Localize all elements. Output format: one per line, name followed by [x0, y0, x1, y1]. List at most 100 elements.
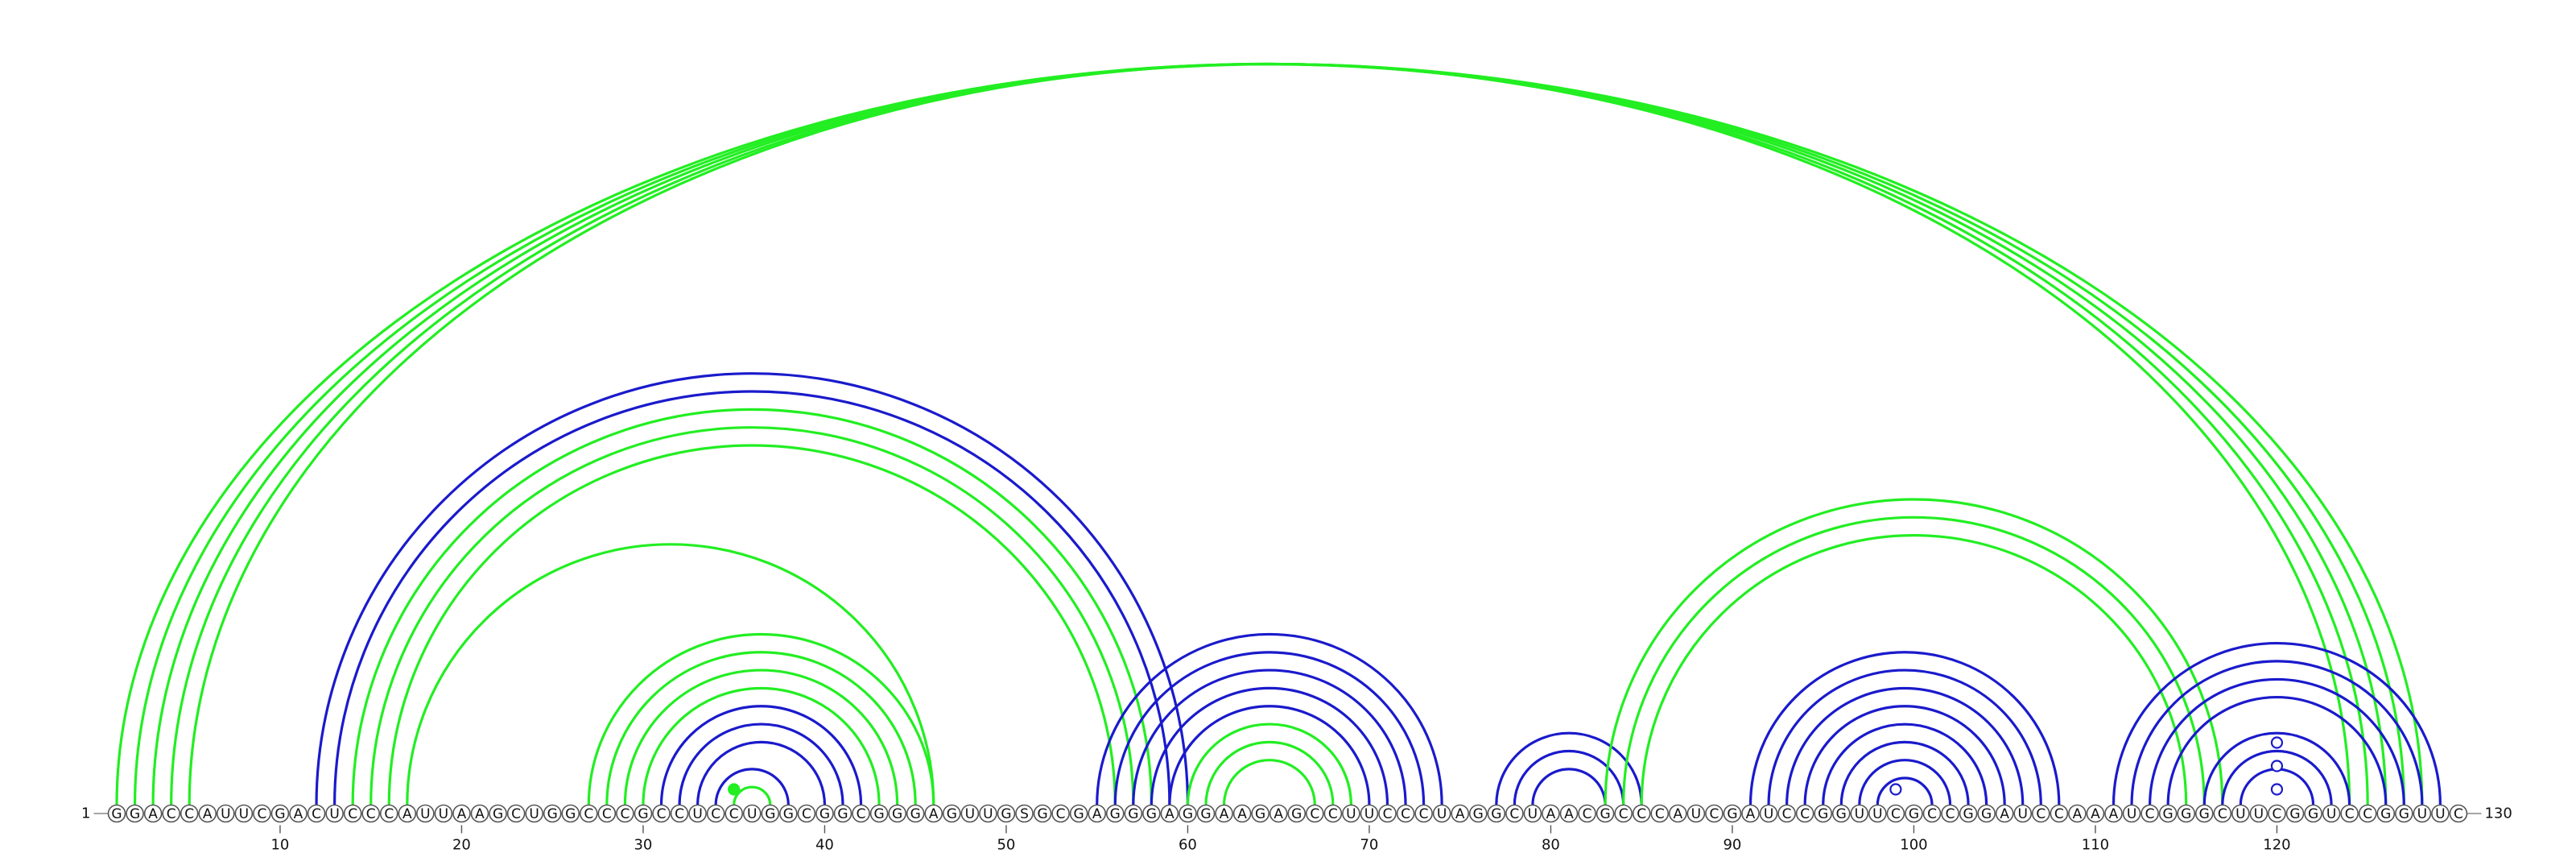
- svg-text:G: G: [2399, 806, 2409, 822]
- svg-text:A: A: [1564, 806, 1574, 822]
- nucleotide-1: G: [107, 804, 126, 823]
- arc-96-103: [1839, 740, 1970, 805]
- svg-text:A: A: [1746, 806, 1756, 822]
- svg-text:C: C: [620, 806, 630, 822]
- arc-29-44: [623, 669, 899, 805]
- arc-91-108: [1748, 651, 2061, 805]
- svg-text:C: C: [257, 806, 266, 822]
- tick-label-80: 80: [1542, 837, 1560, 854]
- nucleotide-69: U: [1342, 804, 1360, 823]
- nucleotide-75: A: [1451, 804, 1469, 823]
- arc-79-83: [1531, 768, 1607, 805]
- svg-text:C: C: [675, 806, 684, 822]
- arc-117-123: [2221, 749, 2333, 805]
- tick-label-110: 110: [2082, 837, 2109, 854]
- svg-text:C: C: [366, 806, 376, 822]
- nucleotide-59: A: [1160, 804, 1179, 823]
- sequence-start-label: 1: [81, 805, 90, 822]
- nucleotide-30: G: [634, 804, 653, 823]
- nucleotide-64: G: [1251, 804, 1269, 823]
- svg-text:U: U: [529, 806, 539, 822]
- svg-text:C: C: [511, 806, 521, 822]
- nucleotide-17: A: [398, 804, 417, 823]
- svg-text:A: A: [2073, 806, 2083, 822]
- nucleotide-126: G: [2376, 804, 2396, 823]
- svg-text:C: C: [1310, 806, 1319, 822]
- tick-label-70: 70: [1360, 837, 1378, 854]
- svg-text:G: G: [111, 806, 122, 822]
- svg-text:C: C: [2345, 806, 2355, 822]
- svg-text:U: U: [1437, 806, 1447, 822]
- position-axis: 10 20 30 40 50 60 70 80 90 100 110 120: [270, 825, 2291, 854]
- nucleotide-29: C: [616, 804, 634, 823]
- svg-text:U: U: [2127, 806, 2136, 822]
- nucleotide-34: C: [706, 804, 725, 823]
- svg-text:G: G: [947, 806, 957, 822]
- arc-114-126: [2166, 695, 2388, 805]
- pair-marker-120-1: [2270, 760, 2284, 772]
- nucleotide-42: C: [852, 804, 870, 823]
- svg-text:C: C: [2054, 806, 2064, 822]
- nucleotide-96: G: [1831, 804, 1851, 823]
- svg-text:G: G: [638, 806, 648, 822]
- pair-marker-120-2: [2270, 736, 2284, 749]
- svg-text:U: U: [2417, 806, 2427, 822]
- nucleotide-71: C: [1378, 804, 1397, 823]
- svg-text:C: C: [1946, 806, 1955, 822]
- svg-text:A: A: [457, 806, 467, 822]
- arc-84-116: [1622, 515, 2206, 805]
- svg-text:G: G: [1963, 806, 1974, 822]
- svg-text:C: C: [1637, 806, 1646, 822]
- svg-text:G: G: [493, 806, 503, 822]
- svg-text:C: C: [348, 806, 357, 822]
- nucleotide-130: C: [2449, 804, 2468, 823]
- svg-text:U: U: [1364, 806, 1374, 822]
- svg-text:A: A: [1092, 806, 1102, 822]
- svg-text:G: G: [1981, 806, 1992, 822]
- arc-5-124: [188, 62, 2351, 805]
- svg-text:U: U: [747, 806, 757, 822]
- nucleotide-129: U: [2431, 804, 2450, 823]
- nucleotide-12: C: [307, 804, 326, 823]
- nucleotide-109: A: [2068, 804, 2087, 823]
- nucleotide-54: G: [1069, 804, 1088, 823]
- nucleotide-63: A: [1232, 804, 1252, 823]
- nucleotide-79: U: [1523, 804, 1542, 823]
- nucleotide-7: U: [216, 804, 235, 823]
- svg-text:C: C: [584, 806, 593, 822]
- nucleotide-123: U: [2322, 804, 2341, 823]
- nucleotide-40: G: [815, 804, 834, 823]
- nucleotide-93: C: [1777, 804, 1796, 823]
- svg-text:G: G: [130, 806, 140, 822]
- nucleotide-39: C: [797, 804, 816, 823]
- svg-text:G: G: [547, 806, 558, 822]
- arc-15-57: [369, 426, 1135, 805]
- nucleotide-100: G: [1905, 804, 1923, 823]
- nucleotide-83: G: [1596, 804, 1615, 823]
- svg-text:G: G: [2199, 806, 2210, 822]
- nucleotide-11: A: [289, 804, 308, 823]
- nucleotide-101: C: [1922, 804, 1942, 823]
- svg-text:G: G: [2380, 806, 2391, 822]
- svg-text:G: G: [1473, 806, 1484, 822]
- arc-116-124: [2202, 731, 2351, 805]
- svg-text:C: C: [1800, 806, 1810, 822]
- nucleotide-118: U: [2231, 804, 2250, 823]
- arc-97-102: [1858, 759, 1952, 805]
- svg-text:G: G: [783, 806, 794, 822]
- svg-text:C: C: [2036, 806, 2046, 822]
- arc-14-58: [351, 408, 1153, 805]
- arc-58-71: [1150, 686, 1389, 805]
- nucleotide-28: C: [597, 804, 617, 823]
- pair-marker-120-0: [2270, 783, 2284, 796]
- svg-text:G: G: [1001, 806, 1011, 822]
- svg-text:G: G: [1146, 806, 1157, 822]
- nucleotide-22: G: [489, 804, 507, 823]
- arc-95-104: [1822, 722, 1988, 805]
- nucleotide-87: A: [1669, 804, 1687, 823]
- svg-text:C: C: [1509, 806, 1519, 822]
- nucleotide-112: U: [2122, 804, 2141, 823]
- arc-98-101: [1876, 776, 1934, 805]
- arc-2-127: [135, 64, 2405, 805]
